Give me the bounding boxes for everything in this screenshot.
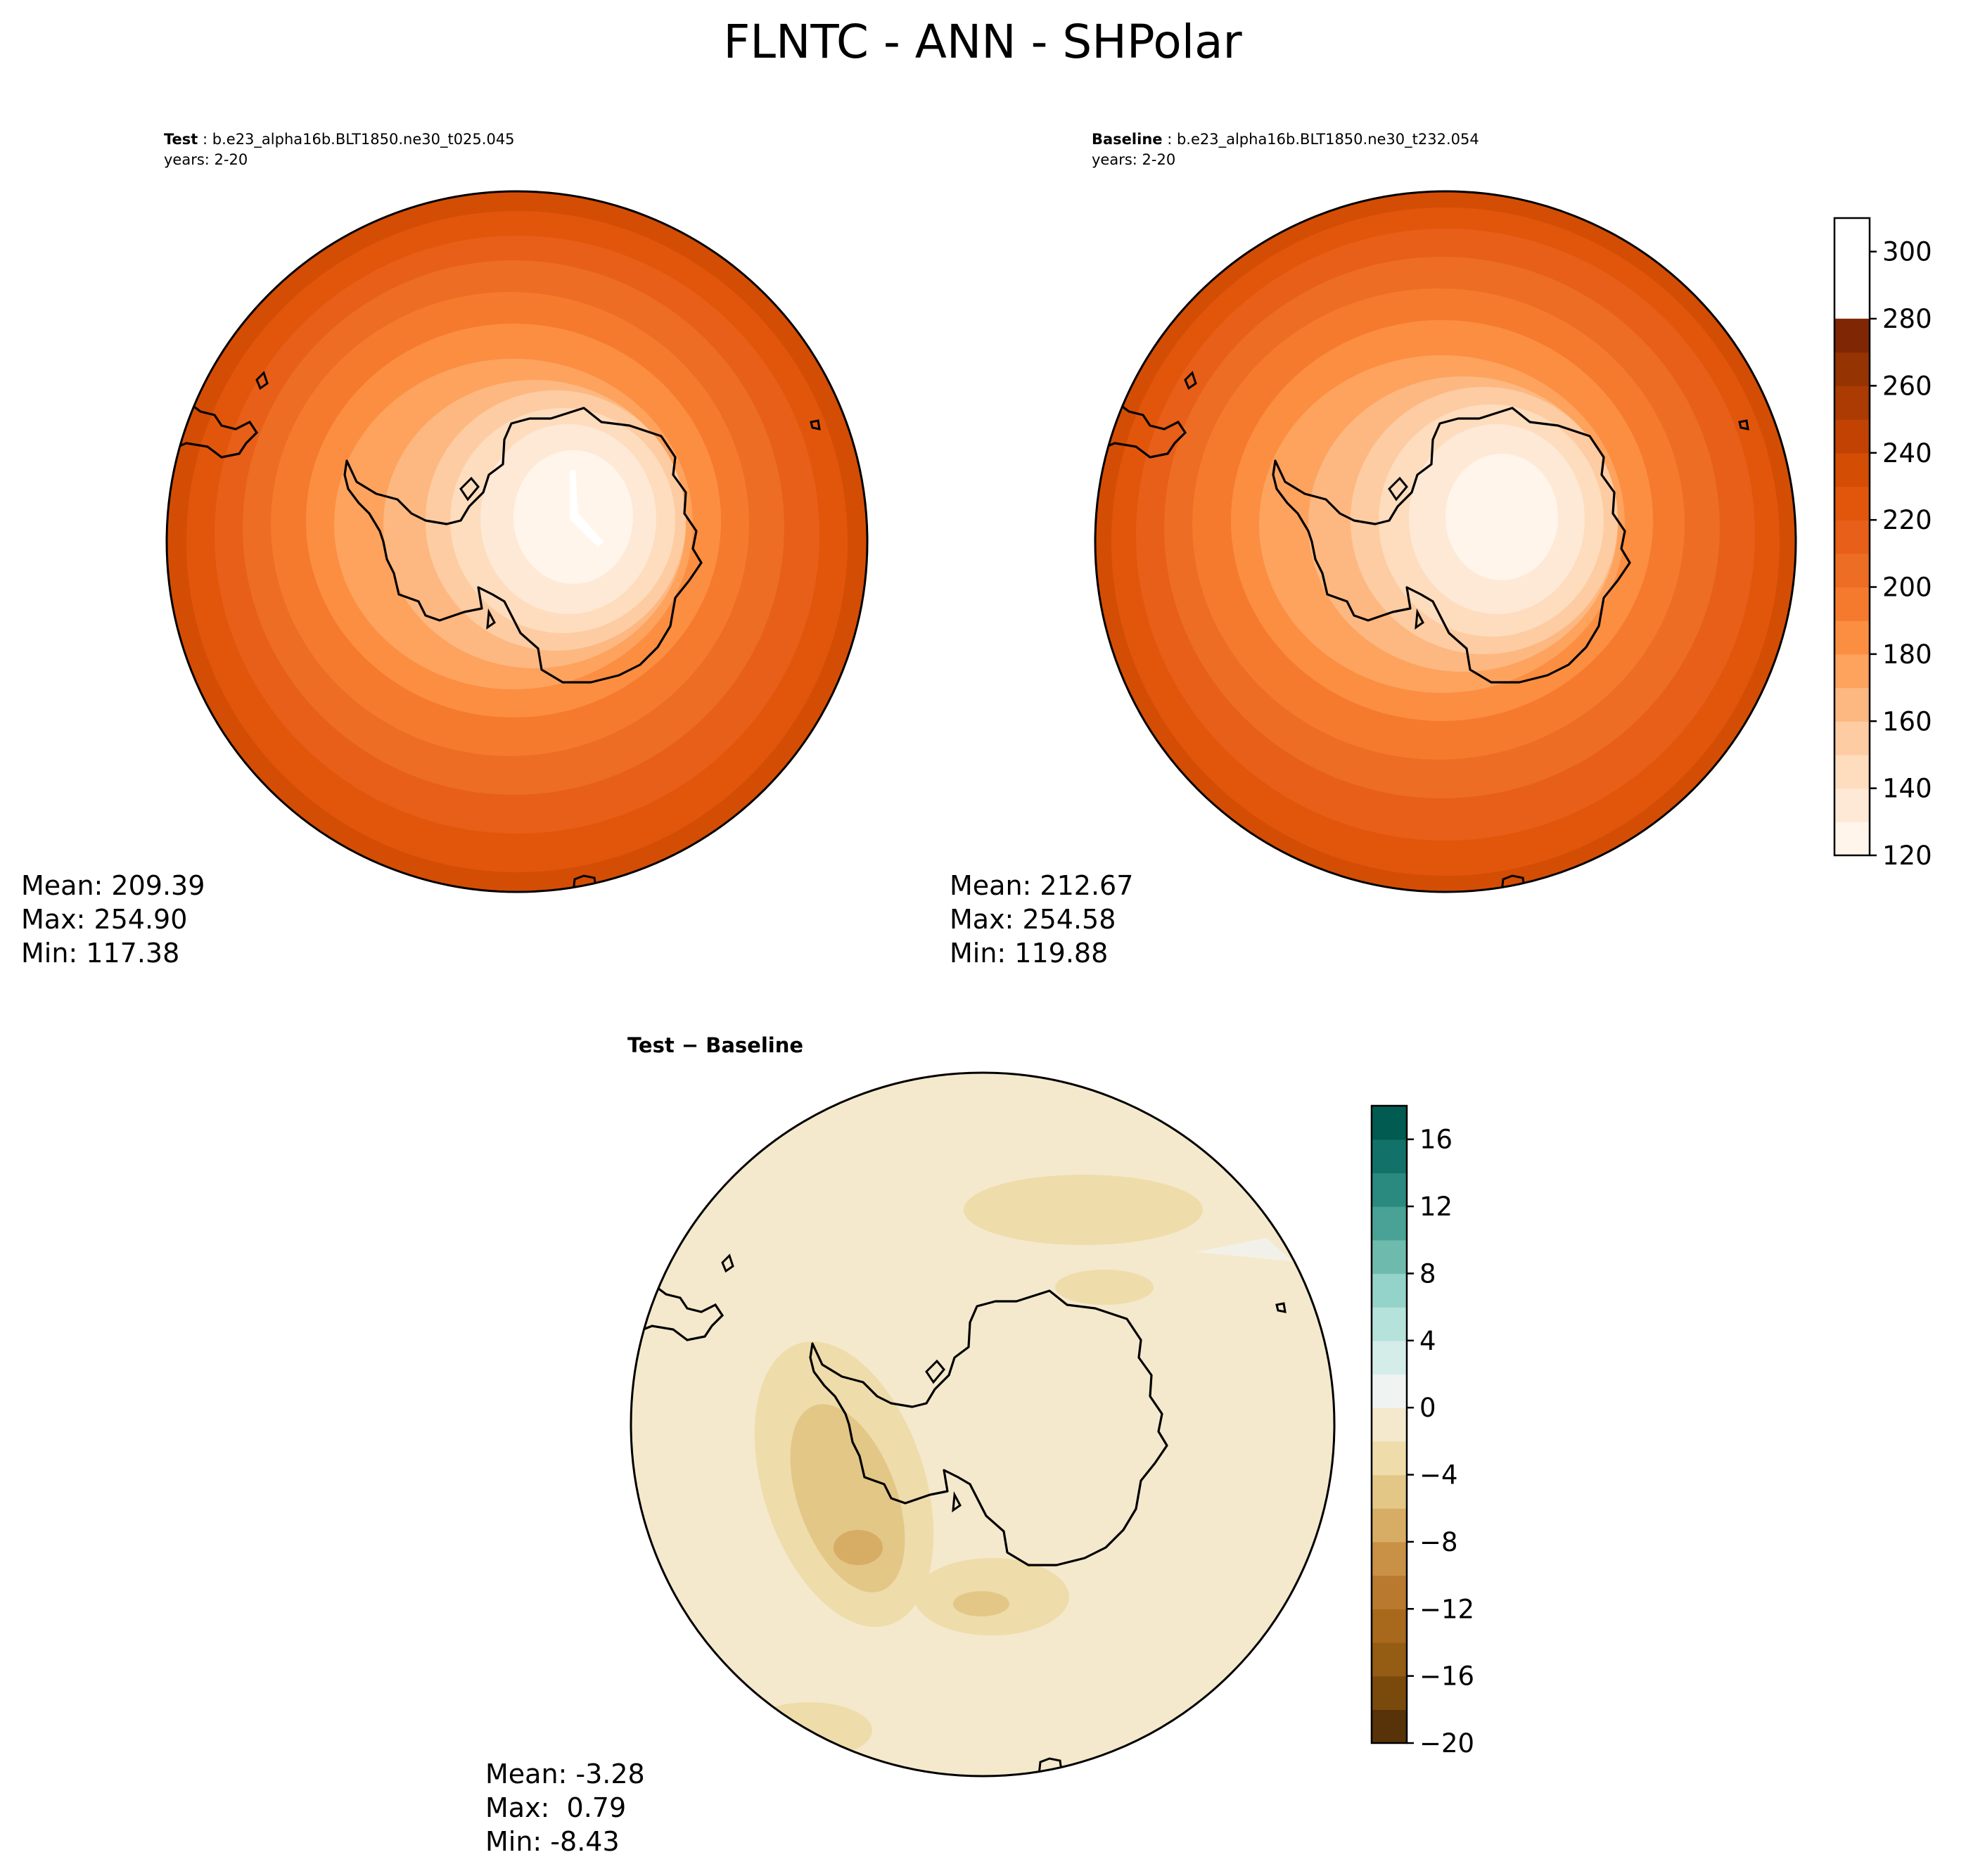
colorbar-diff-tick-label: −20 xyxy=(1419,1728,1474,1759)
colorbar-diff-swatch xyxy=(1372,1709,1407,1744)
figure-title: FLNTC - ANN - SHPolar xyxy=(723,15,1242,69)
colorbar-main-tick-label: 280 xyxy=(1882,304,1932,334)
colorbar-diff-tick-label: −8 xyxy=(1419,1527,1458,1557)
panel-baseline-header: Baseline : b.e23_alpha16b.BLT1850.ne30_t… xyxy=(1092,131,1479,148)
colorbar-main-tick-label: 200 xyxy=(1882,573,1932,603)
panel-test-case: b.e23_alpha16b.BLT1850.ne30_t025.045 xyxy=(212,131,515,148)
colorbar-diff-swatch xyxy=(1372,1474,1407,1509)
panel-test-years: years: 2-20 xyxy=(164,151,248,168)
panel-baseline-years: years: 2-20 xyxy=(1092,151,1175,168)
panel-baseline-case: b.e23_alpha16b.BLT1850.ne30_t232.054 xyxy=(1177,131,1479,148)
panel-baseline-stat-min: Min: 119.88 xyxy=(950,938,1108,969)
colorbar-diff-frame xyxy=(1370,1104,1408,1744)
colorbar-diff-swatch xyxy=(1372,1307,1407,1341)
colorbar-diff-swatch xyxy=(1372,1575,1407,1609)
colorbar-diff-swatch xyxy=(1372,1508,1407,1543)
colorbar-diff-tick-label: 8 xyxy=(1419,1258,1436,1289)
colorbar-diff-tick-label: −12 xyxy=(1419,1594,1474,1624)
colorbar-diff-tick-label: −16 xyxy=(1419,1661,1474,1692)
colorbar-diff-swatch xyxy=(1372,1642,1407,1677)
colorbar-main-swatch xyxy=(1834,486,1870,521)
colorbar-main-tick-label: 120 xyxy=(1882,841,1932,871)
colorbar-main-swatch xyxy=(1834,452,1870,487)
map-difference-boundary xyxy=(630,1071,1336,1778)
panel-test-header: Test : b.e23_alpha16b.BLT1850.ne30_t025.… xyxy=(164,131,515,148)
colorbar-diff-swatch xyxy=(1372,1408,1407,1442)
colorbar-diff-swatch xyxy=(1372,1273,1407,1308)
colorbar-diff-swatch xyxy=(1372,1374,1407,1408)
colorbar-diff-tick-label: 16 xyxy=(1419,1125,1453,1155)
map-baseline xyxy=(1095,191,1796,892)
colorbar-main-tick-label: 180 xyxy=(1882,639,1932,670)
colorbar-diff-swatch xyxy=(1372,1340,1407,1375)
colorbar-main-swatch xyxy=(1834,419,1870,454)
colorbar-main: 120 140 160 180 200 220 240 260 280 300 xyxy=(1833,217,1932,871)
colorbar-main-swatch xyxy=(1834,319,1870,353)
colorbar-diff-swatch xyxy=(1372,1139,1407,1173)
colorbar-main-swatch xyxy=(1834,653,1870,689)
panel-test-stat-min: Min: 117.38 xyxy=(21,938,179,969)
colorbar-main-tick-label: 160 xyxy=(1882,706,1932,736)
colorbar-main-swatch xyxy=(1834,788,1870,822)
panel-test: Test : b.e23_alpha16b.BLT1850.ne30_t025.… xyxy=(21,131,869,969)
colorbar-main-frame xyxy=(1833,217,1871,857)
panel-test-label: Test xyxy=(164,131,198,148)
map-test xyxy=(167,191,867,892)
colorbar-main-swatch xyxy=(1834,754,1870,789)
colorbar-main-tick-label: 240 xyxy=(1882,438,1932,468)
colorbar-main-swatch xyxy=(1834,687,1870,722)
colorbar-main-swatch xyxy=(1834,587,1870,621)
panel-test-stat-max: Max: 254.90 xyxy=(21,904,187,935)
colorbar-main-swatch xyxy=(1834,352,1870,387)
colorbar-diff-tick-label: 12 xyxy=(1419,1192,1453,1222)
colorbar-diff-swatch xyxy=(1372,1239,1407,1275)
colorbar-main-swatch xyxy=(1834,721,1870,755)
panel-baseline-stat-mean: Mean: 212.67 xyxy=(950,870,1133,901)
panel-difference: Test − Baseline Mean: -3.28 Max: 0.79 Mi… xyxy=(485,1033,1336,1857)
colorbar-diff-tick-label: −4 xyxy=(1419,1460,1458,1491)
panel-difference-stat-min: Min: -8.43 xyxy=(485,1826,620,1857)
colorbar-main-swatch xyxy=(1834,620,1870,655)
panel-difference-stat-max: Max: 0.79 xyxy=(485,1792,626,1823)
colorbar-diff-swatch xyxy=(1372,1106,1407,1140)
colorbar-diff-swatch xyxy=(1372,1206,1407,1241)
panel-baseline: Baseline : b.e23_alpha16b.BLT1850.ne30_t… xyxy=(950,131,1797,969)
colorbar-main-tick-label: 220 xyxy=(1882,505,1932,535)
colorbar-diff-swatch xyxy=(1372,1173,1407,1207)
colorbar-diff-tick-label: 4 xyxy=(1419,1326,1436,1356)
colorbar-main-tick-label: 300 xyxy=(1882,237,1932,267)
map-test-boundary xyxy=(165,190,869,893)
colorbar-main-swatch xyxy=(1834,385,1870,420)
panel-test-stat-mean: Mean: 209.39 xyxy=(21,870,205,901)
map-baseline-boundary xyxy=(1094,190,1797,893)
colorbar-diff-swatch xyxy=(1372,1676,1407,1710)
panel-difference-stat-mean: Mean: -3.28 xyxy=(485,1759,645,1789)
colorbar-main-swatch xyxy=(1834,553,1870,588)
colorbar-diff-swatch xyxy=(1372,1541,1407,1576)
colorbar-diff: −20 −16 −12 −8 −4 0 4 8 12 16 xyxy=(1370,1104,1474,1759)
colorbar-main-tick-label: 140 xyxy=(1882,774,1932,804)
colorbar-diff-swatch xyxy=(1372,1609,1407,1643)
colorbar-main-swatch xyxy=(1834,520,1870,554)
panel-baseline-label: Baseline xyxy=(1092,131,1163,148)
colorbar-diff-swatch xyxy=(1372,1441,1407,1476)
colorbar-diff-tick-label: 0 xyxy=(1419,1393,1436,1423)
colorbar-main-tick-label: 260 xyxy=(1882,371,1932,401)
panel-difference-label: Test − Baseline xyxy=(627,1033,803,1057)
colorbar-main-swatch xyxy=(1834,822,1870,856)
panel-baseline-stat-max: Max: 254.58 xyxy=(950,904,1116,935)
